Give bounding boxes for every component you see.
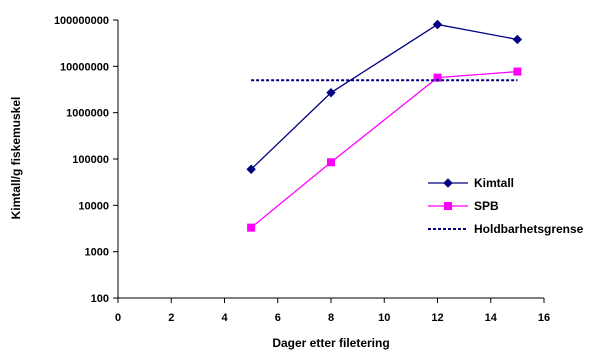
series-spb <box>247 67 522 232</box>
x-tick-label: 10 <box>378 312 390 324</box>
data-point-kimtall <box>326 87 336 98</box>
legend-marker-kimtall <box>443 178 453 188</box>
series-line-kimtall <box>250 23 518 170</box>
legend-label-spb: SPB <box>474 199 499 213</box>
data-point-kimtall <box>512 34 523 45</box>
legend-marker-spb <box>444 202 452 210</box>
x-tick-label: 6 <box>275 312 281 324</box>
data-point-spb <box>513 67 522 76</box>
y-tick-label: 100000 <box>72 154 109 166</box>
y-tick-label: 1000 <box>85 247 109 259</box>
data-point-kimtall <box>432 19 443 30</box>
x-axis-title: Dager etter filetering <box>272 336 389 350</box>
y-tick-label: 10000 <box>78 200 109 212</box>
y-axis-title: Kimtall/g fiskemuskel <box>9 97 23 220</box>
x-tick-label: 14 <box>485 312 498 324</box>
series-kimtall <box>246 19 523 174</box>
y-tick-label: 100 <box>91 293 109 305</box>
series-group <box>246 19 523 232</box>
y-tick-label: 1000000 <box>66 108 109 120</box>
legend-label-holdbarhetsgrense: Holdbarhetsgrense <box>474 222 584 236</box>
x-tick-label: 4 <box>221 312 228 324</box>
data-point-kimtall <box>246 164 256 174</box>
legend: Kimtall SPB Holdbarhetsgrense <box>428 176 584 236</box>
data-point-spb <box>247 223 256 232</box>
x-tick-label: 12 <box>431 312 443 324</box>
y-tick-label: 10000000 <box>60 61 109 73</box>
legend-entry-spb: SPB <box>428 199 499 213</box>
series-line-spb <box>250 70 518 229</box>
x-tick-label: 2 <box>168 312 174 324</box>
legend-entry-holdbarhetsgrense: Holdbarhetsgrense <box>428 222 584 236</box>
y-tick-label: 100000000 <box>54 15 109 27</box>
x-tick-label: 0 <box>115 312 121 324</box>
legend-label-kimtall: Kimtall <box>474 176 514 190</box>
x-tick-label: 8 <box>328 312 334 324</box>
legend-entry-kimtall: Kimtall <box>428 176 514 190</box>
axes: 0 2 4 6 8 10 12 14 16 100 1000 10000 100000 1000000 10… <box>54 15 550 324</box>
data-point-spb <box>327 158 335 167</box>
x-tick-label: 16 <box>538 312 550 324</box>
